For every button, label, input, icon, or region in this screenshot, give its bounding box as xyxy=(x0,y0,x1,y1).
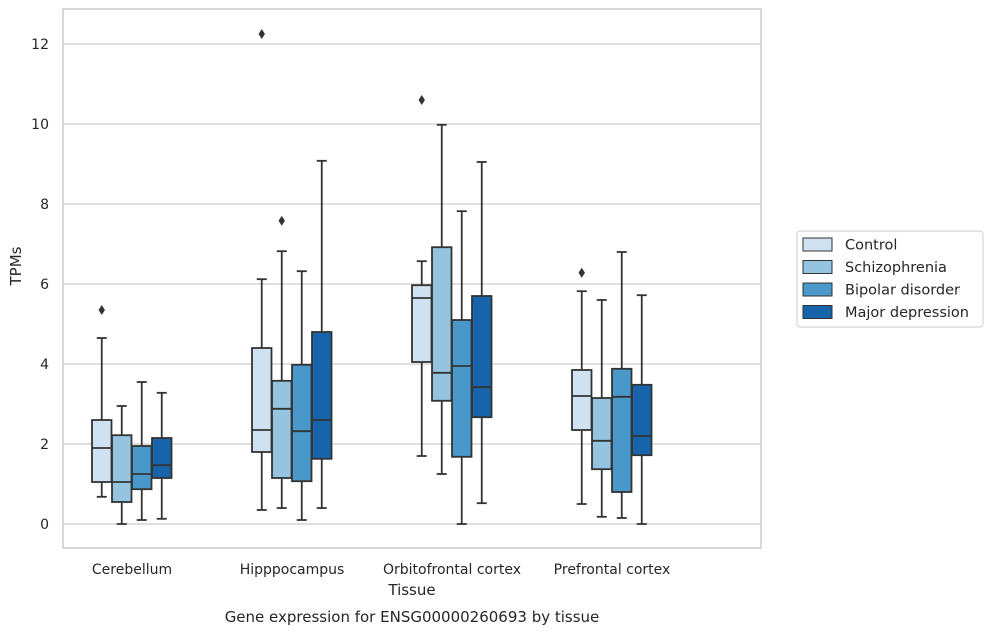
legend-label: Bipolar disorder xyxy=(845,283,960,299)
box-body xyxy=(311,331,333,460)
box-body xyxy=(111,434,133,503)
legend-swatch xyxy=(802,282,833,297)
box-body xyxy=(91,419,113,483)
box-1-1 xyxy=(271,215,293,509)
box-2-3 xyxy=(471,161,493,505)
box-3-1 xyxy=(591,299,613,518)
x-tick-label: Prefrontal cortex xyxy=(554,562,671,578)
x-tick-label: Cerebellum xyxy=(92,562,172,578)
box-3-0 xyxy=(571,267,593,505)
y-tick-label: 0 xyxy=(40,517,49,533)
legend-label: Schizophrenia xyxy=(845,260,947,276)
box-2-0 xyxy=(411,95,433,457)
legend-swatch xyxy=(802,305,833,319)
box-0-2 xyxy=(131,381,153,521)
outlier-point xyxy=(418,95,425,105)
box-body xyxy=(411,284,433,363)
y-tick-label: 6 xyxy=(40,277,49,293)
box-body xyxy=(611,367,633,493)
grid-lines xyxy=(63,43,761,525)
box-3-3 xyxy=(631,294,653,525)
box-2-2 xyxy=(451,210,473,525)
box-body xyxy=(131,445,153,491)
outlier-point xyxy=(278,215,285,226)
box-2-1 xyxy=(431,123,453,475)
y-tick-label: 4 xyxy=(40,357,49,373)
box-body xyxy=(291,363,313,483)
box-body xyxy=(151,437,173,479)
box-body xyxy=(271,379,293,479)
legend-swatch xyxy=(802,237,833,252)
outlier-point xyxy=(578,267,585,278)
outlier-point xyxy=(258,29,265,39)
legend: Control Schizophrenia Bipolar disorder Majo… xyxy=(796,230,984,328)
x-tick-label: Hipppocampus xyxy=(240,562,345,578)
y-axis-label: TPMs xyxy=(7,246,25,286)
y-tick-label: 2 xyxy=(40,437,49,453)
chart-title: Gene expression for ENSG00000260693 by t… xyxy=(225,608,600,626)
box-body xyxy=(571,369,593,431)
y-tick-label: 12 xyxy=(31,37,49,53)
y-tick-labels: 0 2 4 6 8 10 12 xyxy=(31,37,49,533)
legend-swatch xyxy=(802,260,833,274)
legend-frame xyxy=(796,230,984,328)
box-body xyxy=(591,397,613,471)
legend-label: Control xyxy=(845,238,897,254)
box-3-2 xyxy=(611,251,633,519)
box-body xyxy=(251,347,273,453)
box-body xyxy=(471,295,493,419)
box-1-0 xyxy=(251,29,273,511)
y-tick-label: 8 xyxy=(40,197,49,213)
plot-frame xyxy=(62,8,762,549)
box-body xyxy=(431,246,453,402)
outlier-point xyxy=(98,305,105,315)
box-body xyxy=(451,319,473,458)
box-0-0 xyxy=(91,305,113,498)
box-body xyxy=(631,383,653,457)
boxes xyxy=(91,29,653,525)
box-1-2 xyxy=(291,270,313,521)
x-axis-label: Tissue xyxy=(387,581,435,599)
box-0-3 xyxy=(151,391,173,520)
legend-label: Major depression xyxy=(845,305,969,321)
x-tick-labels: Cerebellum Hipppocampus Orbitofrontal cort… xyxy=(92,562,670,578)
box-1-3 xyxy=(311,159,333,509)
y-tick-label: 10 xyxy=(31,117,49,133)
box-0-1 xyxy=(111,405,133,525)
x-tick-label: Orbitofrontal cortex xyxy=(383,562,521,578)
